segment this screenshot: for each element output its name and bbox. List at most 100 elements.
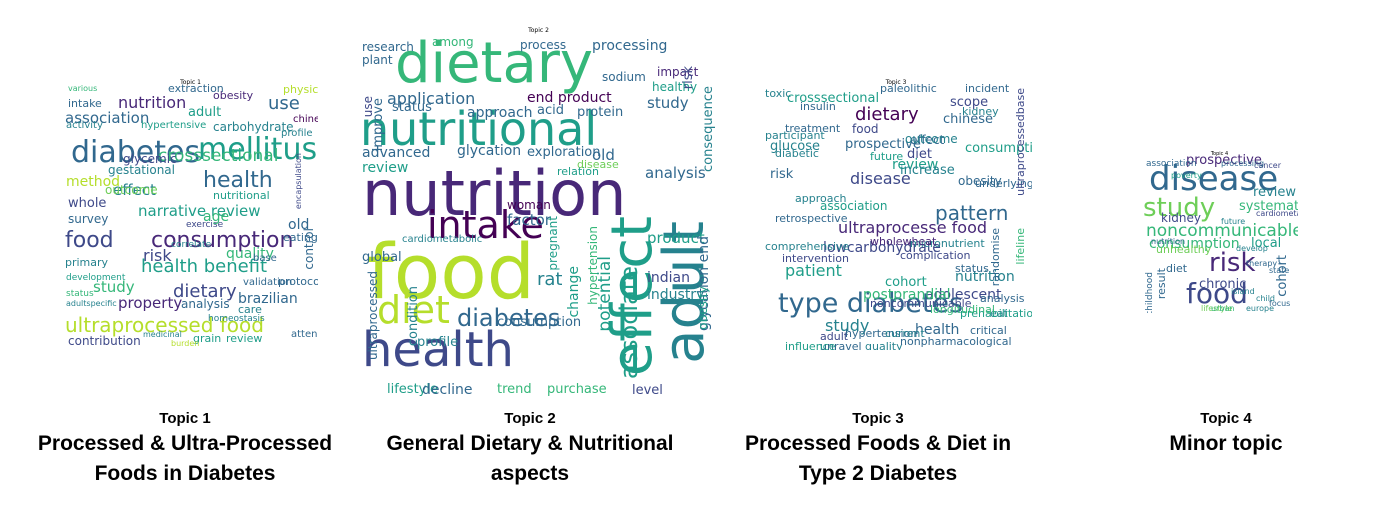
word-unhealthy: unhealthy <box>1156 243 1212 256</box>
word-healthy: healthy <box>652 80 698 94</box>
word-encapsulation: encapsulation <box>294 153 303 210</box>
word-food: food <box>1186 277 1248 310</box>
word-industry: industry <box>647 287 705 303</box>
word-crosssectional: crosssectional <box>158 146 279 166</box>
word-micronutrient: micronutrient <box>910 237 985 250</box>
word-dietary: dietary <box>855 104 919 125</box>
cloud-title: Topic 2 <box>528 27 549 34</box>
word-dietary: dietary <box>395 31 593 96</box>
word-toxic: toxic <box>765 87 792 100</box>
word-status: status <box>66 289 94 299</box>
word-diabetic: diabetic <box>775 147 819 160</box>
cloud-title: Topic 1 <box>180 79 201 86</box>
word-protocol: protocol <box>278 275 318 288</box>
word-process: process <box>520 38 567 52</box>
word-outcome: outcome <box>905 132 958 146</box>
topic-title-line-2: aspects <box>490 462 570 485</box>
word-disease: disease <box>850 169 911 188</box>
word-product: product <box>647 229 705 247</box>
topic-number-label: Topic 1 <box>159 410 211 427</box>
word-homeostasis: homeostasis <box>208 314 265 324</box>
word-processing: processing <box>592 38 668 54</box>
word-health-benefit: health benefit <box>141 256 268 277</box>
topic-title-line-1: Minor topic <box>1169 432 1283 455</box>
word-randomise: randomise <box>989 228 1002 287</box>
word-study: study <box>825 316 870 335</box>
word-validation: validation <box>243 277 293 288</box>
word-old: old <box>288 217 310 233</box>
word-primary: primary <box>65 256 109 269</box>
word-glycation: glycation <box>457 143 522 159</box>
word-status: status <box>392 100 432 115</box>
word-future: future <box>1221 217 1246 226</box>
word-exercise: exercise <box>186 220 224 230</box>
word-lifeline: lifeline <box>1014 228 1027 265</box>
word-pregnant: pregnant <box>546 216 560 271</box>
word-nutritional: nutritional <box>360 102 598 156</box>
word-diabetes: diabetes <box>457 304 561 332</box>
word-obesity: obesity <box>958 174 1002 188</box>
word-noncommunicable: noncommunicable <box>1146 221 1298 241</box>
word-nonpharmacological: nonpharmacological <box>900 335 1012 348</box>
word-eating: eating <box>283 231 318 244</box>
word-development: development <box>66 273 126 283</box>
word-association: association <box>65 109 150 127</box>
word-influence: influence <box>785 340 836 350</box>
word-cloud-topic-4: Topic 4 disease study risk food noncommunica… <box>1141 150 1298 313</box>
word-analysis: analysis <box>181 297 230 311</box>
word-poverty: poverty <box>1171 171 1202 180</box>
word-relation: relation <box>557 165 599 178</box>
word-treatment: treatment <box>785 122 841 135</box>
word-associate: associate <box>615 266 643 380</box>
word-contribution: contribution <box>68 334 141 348</box>
word-diet: diet <box>377 288 450 332</box>
word-comprehensive: comprehensive <box>765 240 850 253</box>
word-chronic: chronic <box>1199 277 1247 292</box>
word-chinese: chinese <box>293 114 318 125</box>
word-extraction: extraction <box>168 82 224 95</box>
word-insulin: insulin <box>800 100 836 113</box>
topic-number-label: Topic 4 <box>1200 410 1252 427</box>
word-age: age <box>203 209 230 225</box>
word-status: status <box>955 262 989 275</box>
word-adultspecific: adultspecific <box>66 299 117 308</box>
word-factor: factor <box>507 211 551 229</box>
word-consumption: consumption <box>151 228 294 253</box>
word-indian: indian <box>647 270 690 286</box>
word-lifestyle: lifestyle <box>387 382 438 397</box>
word-health: health <box>203 168 273 193</box>
word-increase: increase <box>900 163 955 178</box>
word-medicinal: medicinal <box>143 330 182 339</box>
word-end-product: end product <box>527 90 612 106</box>
word-glucose: glucose <box>770 139 820 154</box>
word-patient: patient <box>785 261 842 280</box>
word-systematic: systematic <box>1239 199 1298 214</box>
word-effect: effect <box>113 181 156 199</box>
word-trend: trend <box>497 382 532 397</box>
word-carbohydrate: carbohydrate <box>213 120 294 134</box>
word-cloud-topic-3: Topic 3 type diabetes pattern ultraprocess… <box>760 78 1032 350</box>
word-adolescent: adolescent <box>925 287 1002 303</box>
word-incident: incident <box>965 82 1010 95</box>
word-cardiometabolic: cardiometabolic <box>1256 209 1298 218</box>
word-intake: intake <box>427 203 544 247</box>
word-property: property <box>118 294 183 312</box>
word-use: use <box>268 93 300 114</box>
word-acid: acid <box>537 103 564 118</box>
word-cardiometabolic: cardiometabolic <box>402 234 483 245</box>
word-childhood: childhood <box>1145 272 1155 313</box>
word-study: study <box>93 278 135 296</box>
word-consequence: consequence <box>701 86 716 172</box>
word-plant: plant <box>362 53 393 67</box>
word-gestational: gestational <box>108 163 175 177</box>
word-local: local <box>1251 236 1282 251</box>
word-cloud-topic-2: Topic 2 dietary nutritional nutrition food h… <box>357 26 720 402</box>
word-global: global <box>362 250 402 265</box>
word-cancer: cancer <box>1254 161 1281 170</box>
word-chinese: chinese <box>943 112 994 127</box>
word-consumption: consumption <box>497 315 582 330</box>
word-underlying: underlying <box>975 177 1032 190</box>
word-disease: disease <box>577 158 619 171</box>
word-dietary: dietary <box>173 281 237 302</box>
word-cohort: cohort <box>885 275 927 290</box>
